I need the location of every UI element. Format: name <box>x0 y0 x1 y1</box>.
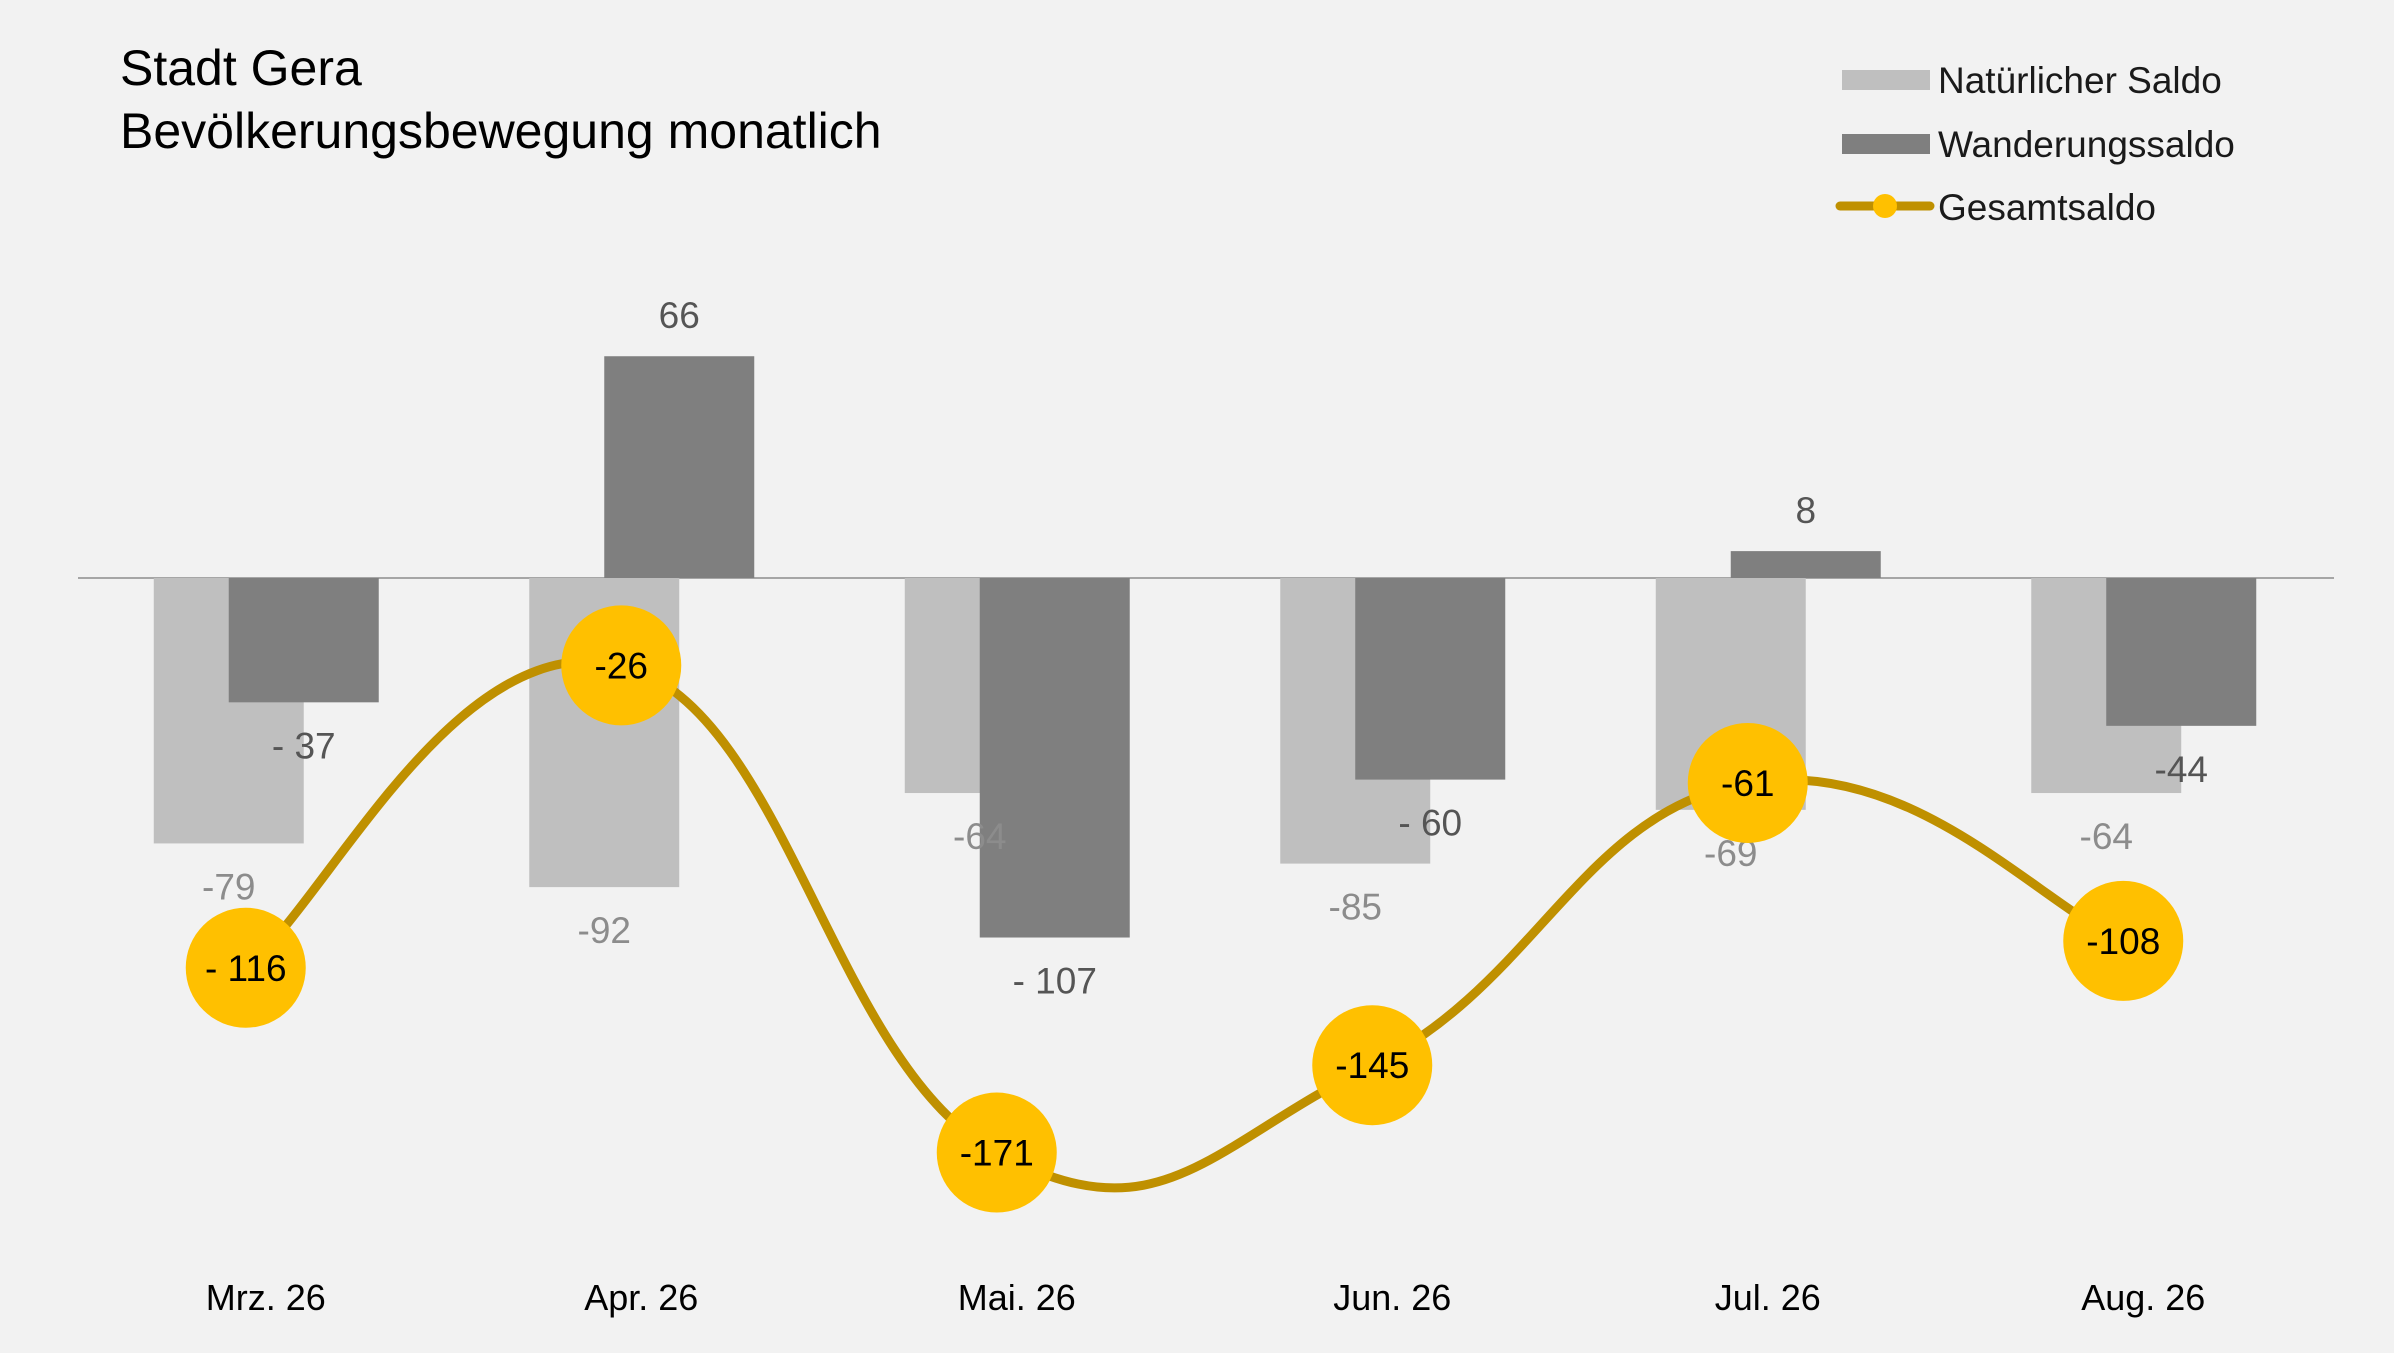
category-label-mrz-26: Mrz. 26 <box>206 1277 326 1318</box>
markers-gesamtsaldo: - 116 -26 -171 -145 -61 -108 <box>185 605 2184 1213</box>
chart-title: Stadt Gera <box>120 40 362 96</box>
label-natuerlicher-saldo-aug-26: -64 <box>2080 816 2133 857</box>
legend-label-gesamtsaldo: Gesamtsaldo <box>1938 187 2156 228</box>
legend: Natürlicher Saldo Wanderungssaldo Gesamt… <box>1835 60 2235 228</box>
label-gesamtsaldo-mai-26: -171 <box>960 1133 1034 1174</box>
label-gesamtsaldo-jun-26: -145 <box>1335 1045 1409 1086</box>
marker-gesamtsaldo-mai-26 <box>936 1092 1057 1213</box>
label-gesamtsaldo-apr-26: -26 <box>595 645 648 686</box>
label-natuerlicher-saldo-mrz-26: -79 <box>202 866 255 907</box>
legend-swatch-natuerlicher-saldo <box>1842 70 1930 90</box>
label-gesamtsaldo-jul-26: -61 <box>1721 763 1774 804</box>
bar-wanderungssaldo-jul-26 <box>1730 551 1881 578</box>
legend-label-natuerlicher-saldo: Natürlicher Saldo <box>1938 60 2222 101</box>
bar-wanderungssaldo-mrz-26 <box>228 578 379 703</box>
label-wanderungssaldo-jul-26: 8 <box>1795 490 1816 531</box>
bars-natuerlicher-saldo <box>153 578 2182 888</box>
label-natuerlicher-saldo-jun-26: -85 <box>1329 887 1382 928</box>
bar-wanderungssaldo-jun-26 <box>1355 578 1506 780</box>
gesamtsaldo-line-path <box>241 656 2128 1193</box>
category-label-mai-26: Mai. 26 <box>958 1277 1076 1318</box>
label-wanderungssaldo-aug-26: -44 <box>2155 749 2208 790</box>
legend-swatch-wanderungssaldo <box>1842 134 1930 154</box>
bar-wanderungssaldo-apr-26 <box>604 356 755 578</box>
bar-wanderungssaldo-mai-26 <box>979 578 1130 938</box>
legend-label-wanderungssaldo: Wanderungssaldo <box>1938 124 2235 165</box>
marker-gesamtsaldo-mrz-26 <box>185 907 306 1028</box>
marker-gesamtsaldo-jun-26 <box>1312 1005 1433 1126</box>
labels-wanderungssaldo: - 37 66 - 107 - 60 8 -44 <box>272 295 2208 1001</box>
category-label-jul-26: Jul. 26 <box>1715 1277 1821 1318</box>
bar-wanderungssaldo-aug-26 <box>2106 578 2257 726</box>
marker-gesamtsaldo-aug-26 <box>2063 880 2184 1001</box>
label-natuerlicher-saldo-apr-26: -92 <box>578 910 631 951</box>
label-gesamtsaldo-mrz-26: - 116 <box>205 948 287 989</box>
x-axis-category-labels: Mrz. 26 Apr. 26 Mai. 26 Jun. 26 Jul. 26 Aug. … <box>206 1277 2206 1318</box>
category-label-apr-26: Apr. 26 <box>584 1277 698 1318</box>
label-natuerlicher-saldo-mai-26: -64 <box>953 816 1006 857</box>
category-label-aug-26: Aug. 26 <box>2081 1277 2205 1318</box>
label-wanderungssaldo-mrz-26: - 37 <box>272 725 336 766</box>
marker-gesamtsaldo-jul-26 <box>1687 722 1808 843</box>
label-gesamtsaldo-aug-26: -108 <box>2086 921 2160 962</box>
category-label-jun-26: Jun. 26 <box>1333 1277 1451 1318</box>
label-wanderungssaldo-apr-26: 66 <box>659 295 700 336</box>
label-wanderungssaldo-jun-26: - 60 <box>1398 803 1462 844</box>
marker-gesamtsaldo-apr-26 <box>561 605 682 726</box>
line-gesamtsaldo <box>241 656 2128 1193</box>
bars-wanderungssaldo <box>228 356 2257 938</box>
label-wanderungssaldo-mai-26: - 107 <box>1013 961 1097 1002</box>
legend-swatch-gesamtsaldo-marker <box>1873 194 1897 218</box>
labels-natuerlicher-saldo: -79-92-64-85-69 -64 <box>202 816 2133 951</box>
chart-subtitle: Bevölkerungsbewegung monatlich <box>120 103 882 159</box>
